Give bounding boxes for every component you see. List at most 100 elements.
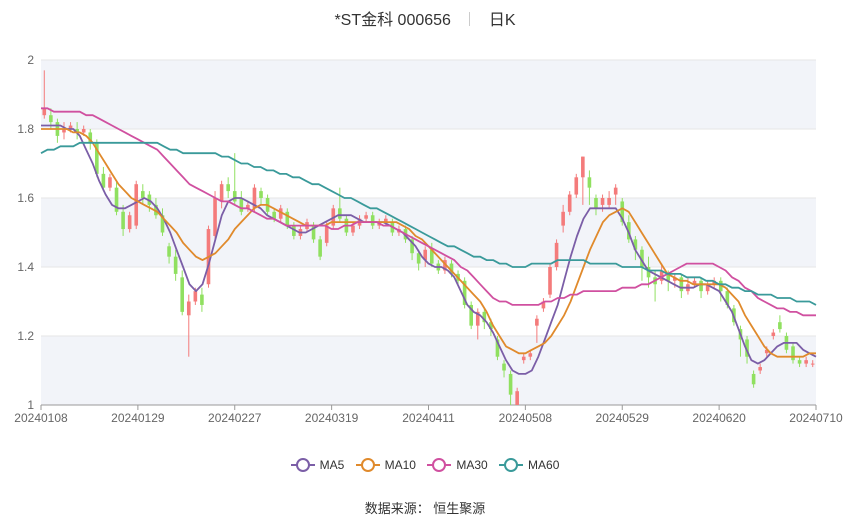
candle-body [633, 239, 638, 250]
candle-body [173, 256, 178, 274]
candle-body [613, 187, 618, 195]
candle-body [600, 198, 605, 205]
candle-body [797, 360, 802, 364]
candle-body [101, 173, 106, 188]
candle-body [226, 184, 230, 192]
candle-body [88, 132, 93, 143]
candle-body [666, 273, 671, 281]
candle-body [705, 284, 710, 292]
x-tick-label: 20240227 [208, 411, 262, 425]
candle-body [791, 346, 795, 361]
candle-body [180, 277, 185, 312]
period-label: 日K [488, 12, 516, 29]
chart-title: *ST金科 000656 日K [0, 6, 850, 30]
candle-body [324, 225, 329, 243]
candle-body [581, 156, 585, 178]
candle-body [121, 211, 125, 230]
stock-name: *ST金科 000656 [334, 12, 451, 29]
candle-body [469, 304, 473, 326]
candle-body [272, 211, 276, 219]
x-tick-label: 20240529 [596, 411, 650, 425]
candle-body [778, 322, 782, 330]
candle-body [364, 215, 368, 219]
ma30-line [41, 107, 816, 317]
candle-body [489, 322, 493, 330]
candle-body [292, 225, 296, 236]
ma60-line [40, 141, 817, 306]
candle-body [410, 239, 414, 254]
legend-ma5[interactable]: MA5 [290, 458, 344, 472]
x-tick-label: 20240411 [402, 411, 455, 425]
candle-body [384, 218, 388, 223]
x-tick-label: 20240508 [499, 411, 553, 425]
candle-body [482, 311, 487, 323]
legend-ma30[interactable]: MA30 [427, 458, 488, 472]
candle-body [200, 294, 204, 305]
y-tick-label: 2 [27, 53, 34, 67]
ma5-line [41, 124, 817, 375]
candle-body [81, 129, 86, 133]
candle-body [646, 267, 651, 278]
kline-chart: 1 1.2 1.4 1.6 1.8 2 20240108 20240129 20240227 20… [14, 53, 843, 425]
candle-body [758, 367, 762, 371]
candle-body [659, 270, 664, 281]
candle-body [416, 253, 421, 264]
legend-ma60-marker [499, 458, 524, 472]
candle-body [68, 125, 73, 129]
candle-body [679, 277, 684, 292]
legend-ma60[interactable]: MA60 [499, 458, 559, 472]
candle-body [114, 187, 119, 212]
candle-body [278, 208, 283, 219]
candle-body [751, 373, 756, 385]
candle-body [239, 198, 244, 212]
candle-body [62, 129, 66, 133]
candle-body [140, 191, 145, 198]
candle-body [764, 349, 769, 354]
candle-body [567, 194, 572, 212]
title-separator [469, 12, 471, 26]
candle-body [311, 225, 316, 240]
candle-body [42, 108, 47, 116]
candle-body [186, 301, 191, 316]
candle-body [285, 211, 290, 226]
candle-body [318, 239, 322, 257]
x-tick-label: 20240620 [692, 411, 746, 425]
candle-body [108, 177, 112, 188]
candle-body [429, 249, 434, 264]
y-tick-label: 1.2 [17, 329, 34, 343]
grid-band [41, 336, 816, 405]
legend-ma5-marker [290, 458, 315, 472]
candle-body [548, 267, 552, 295]
candle-body [594, 198, 598, 209]
candle-body [246, 204, 250, 209]
legend-ma10[interactable]: MA10 [355, 458, 416, 472]
candle-body [804, 360, 808, 364]
y-tick-label: 1.6 [17, 191, 34, 205]
candle-body [607, 198, 611, 205]
candle-body [521, 356, 526, 361]
y-tick-label: 1.8 [17, 122, 34, 136]
candle-body [699, 280, 703, 292]
candle-body [443, 260, 447, 271]
candle-body [535, 318, 539, 326]
candle-body [574, 177, 579, 195]
y-tick-label: 1.4 [17, 260, 34, 274]
candle-body [49, 115, 53, 123]
candle-body [692, 280, 697, 285]
x-tick-label: 20240108 [14, 411, 68, 425]
legend-ma10-marker [355, 458, 380, 472]
candle-body [95, 142, 99, 174]
candle-body [370, 215, 375, 226]
candle-body [449, 263, 454, 274]
candle-body [528, 353, 533, 357]
candle-body [127, 215, 132, 230]
candle-body [219, 184, 224, 202]
x-tick-label: 20240319 [305, 411, 359, 425]
candle-body [193, 291, 198, 302]
candle-body [620, 201, 625, 223]
candle-body [167, 246, 171, 257]
candle-body [725, 291, 730, 305]
candle-body [475, 311, 480, 326]
candle-body [252, 187, 257, 209]
legend: MA5 MA10 MA30 MA60 [0, 458, 850, 475]
